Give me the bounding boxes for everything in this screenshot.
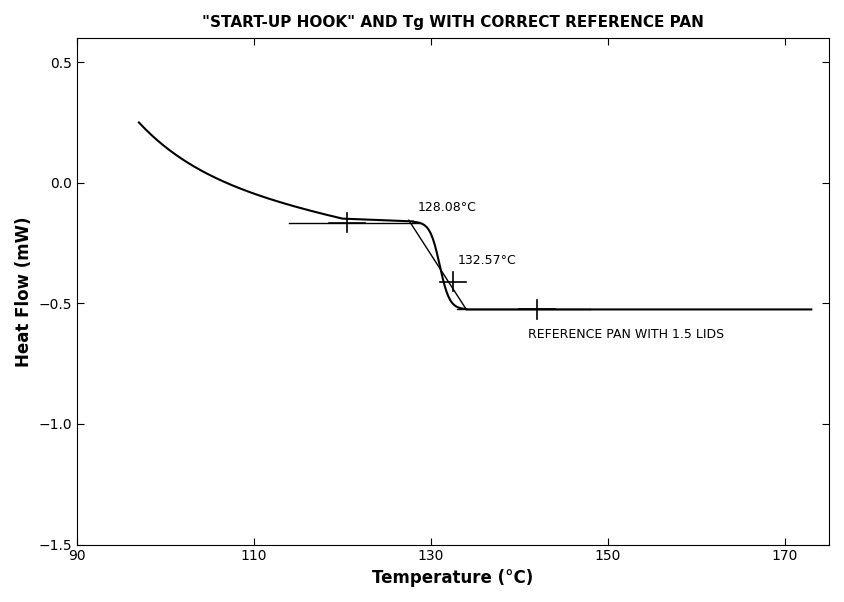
Text: REFERENCE PAN WITH 1.5 LIDS: REFERENCE PAN WITH 1.5 LIDS — [528, 327, 724, 341]
Title: "START-UP HOOK" AND Tg WITH CORRECT REFERENCE PAN: "START-UP HOOK" AND Tg WITH CORRECT REFE… — [202, 15, 704, 30]
Text: 132.57°C: 132.57°C — [457, 254, 517, 267]
X-axis label: Temperature (°C): Temperature (°C) — [372, 569, 533, 587]
Y-axis label: Heat Flow (mW): Heat Flow (mW) — [15, 216, 33, 367]
Text: 128.08°C: 128.08°C — [418, 201, 477, 214]
